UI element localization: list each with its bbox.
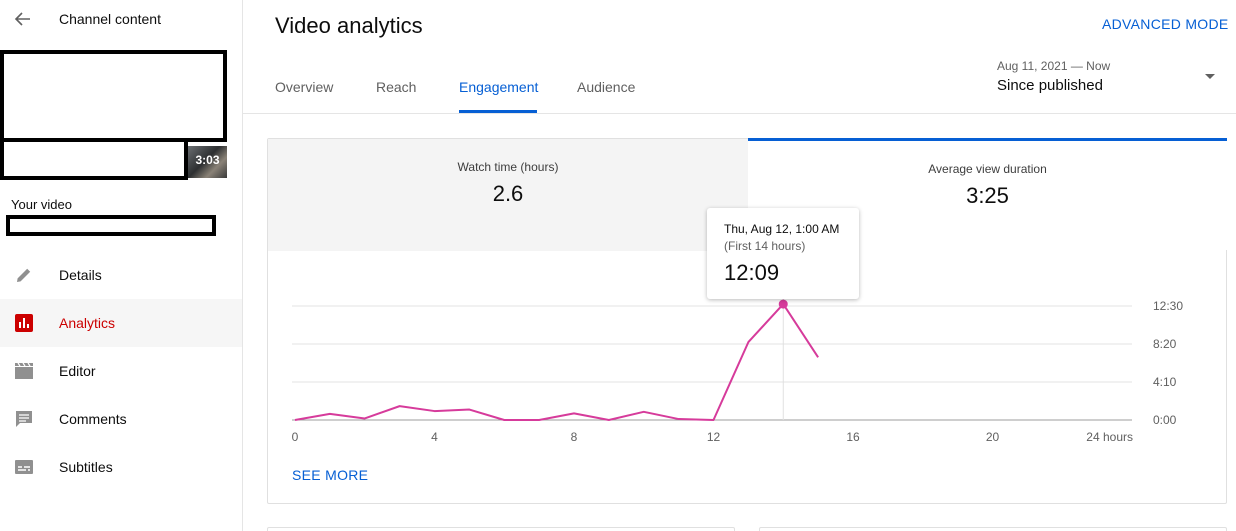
thumbnail-redaction-top — [0, 50, 227, 142]
header-divider — [243, 113, 1236, 114]
see-more-button[interactable]: SEE MORE — [292, 467, 369, 483]
date-range-text: Aug 11, 2021 — Now — [997, 59, 1111, 73]
sidebar-nav: Details Analytics — [0, 251, 242, 491]
x-tick-label: 16 — [846, 430, 860, 444]
comment-icon — [12, 407, 36, 431]
x-tick-label: 24 hours — [1086, 430, 1133, 444]
video-thumbnail[interactable]: 3:03 — [0, 50, 227, 180]
sidebar: Channel content 3:03 Your video Details — [0, 0, 243, 531]
next-card-left — [267, 527, 735, 531]
sidebar-item-comments[interactable]: Comments — [0, 395, 242, 443]
metric-label: Average view duration — [928, 162, 1047, 176]
x-tick-label: 8 — [571, 430, 578, 444]
sidebar-item-label: Editor — [59, 363, 96, 379]
sidebar-item-label: Details — [59, 267, 102, 283]
sidebar-title: Channel content — [59, 11, 161, 27]
y-tick-label: 8:20 — [1153, 337, 1177, 351]
thumbnail-redaction-bottom — [0, 138, 188, 180]
sidebar-item-label: Analytics — [59, 315, 116, 331]
series-line — [294, 303, 819, 421]
y-tick-label: 12:30 — [1153, 299, 1183, 313]
tab-active-indicator — [459, 110, 537, 113]
x-tick-label: 12 — [707, 430, 721, 444]
metric-tab-watch-time[interactable]: Watch time (hours) 2.6 — [268, 139, 748, 251]
tooltip-value: 12:09 — [724, 260, 780, 285]
metric-value: 2.6 — [492, 181, 524, 206]
highlighted-data-point — [778, 299, 788, 309]
sidebar-item-details[interactable]: Details — [0, 251, 242, 299]
sidebar-item-label: Subtitles — [59, 459, 113, 475]
tab-audience[interactable]: Audience — [577, 79, 636, 95]
thumbnail-image — [188, 146, 227, 178]
pencil-icon — [12, 263, 36, 287]
tooltip-subtitle: (First 14 hours) — [724, 239, 806, 253]
your-video-label: Your video — [11, 197, 72, 212]
subtitles-icon — [12, 455, 36, 479]
tooltip-date: Thu, Aug 12, 1:00 AM — [724, 222, 840, 236]
tab-engagement[interactable]: Engagement — [459, 79, 539, 95]
sidebar-item-subtitles[interactable]: Subtitles — [0, 443, 242, 491]
x-tick-label: 4 — [431, 430, 438, 444]
sidebar-item-editor[interactable]: Editor — [0, 347, 242, 395]
page-title: Video analytics — [275, 13, 423, 38]
x-tick-label: 20 — [986, 430, 1000, 444]
date-preset-text: Since published — [997, 77, 1103, 94]
chart-tooltip: Thu, Aug 12, 1:00 AM (First 14 hours) 12… — [707, 208, 859, 299]
engagement-card: Watch time (hours) 2.6 Average view dura… — [267, 138, 1227, 504]
video-duration: 3:03 — [195, 153, 220, 167]
y-tick-label: 4:10 — [1153, 375, 1177, 389]
average-view-duration-chart[interactable]: 0:00 4:10 8:20 12:30 0 4 8 12 16 20 24 hours — [268, 139, 1226, 459]
analytics-icon — [12, 311, 36, 335]
sidebar-item-label: Comments — [59, 411, 127, 427]
back-button[interactable] — [10, 6, 36, 32]
sidebar-item-analytics[interactable]: Analytics — [0, 299, 242, 347]
y-tick-label: 0:00 — [1153, 413, 1177, 427]
metric-label: Watch time (hours) — [457, 160, 559, 174]
next-card-right — [759, 527, 1227, 531]
clapperboard-icon — [12, 359, 36, 383]
video-title-redaction — [6, 215, 216, 236]
arrow-left-icon — [14, 12, 30, 26]
caret-down-icon — [1205, 74, 1215, 79]
metric-value: 3:25 — [966, 183, 1009, 208]
tab-overview[interactable]: Overview — [275, 79, 334, 95]
x-tick-label: 0 — [292, 430, 299, 444]
tab-reach[interactable]: Reach — [376, 79, 417, 95]
date-range-dropdown[interactable]: Aug 11, 2021 — Now Since published — [997, 57, 1222, 97]
advanced-mode-button[interactable]: ADVANCED MODE — [1102, 16, 1229, 32]
